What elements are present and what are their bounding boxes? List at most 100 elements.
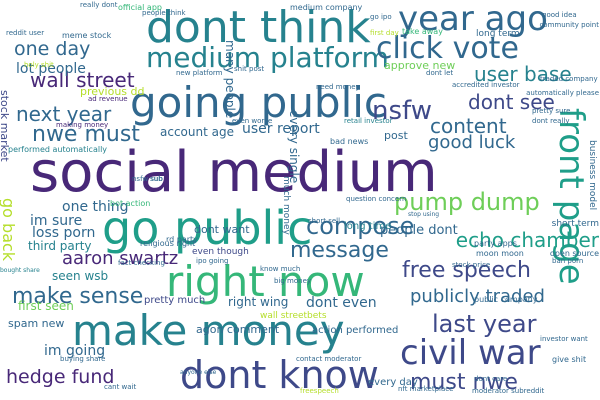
word: user base: [474, 62, 572, 86]
word: action performed: [312, 325, 399, 336]
word: post: [384, 129, 408, 142]
word: social medium: [30, 140, 438, 205]
word: long time: [344, 221, 392, 232]
word: dont want: [194, 223, 250, 236]
word: nwe must: [32, 122, 140, 147]
word: stock price: [452, 261, 491, 269]
word: know much: [260, 265, 301, 273]
word: nft marketplace: [398, 385, 454, 393]
word: civil war: [400, 333, 541, 373]
word: next year: [16, 102, 112, 126]
word: meme stock: [62, 31, 112, 40]
word: community point: [539, 21, 599, 29]
word: wall street: [30, 68, 135, 92]
word: religious right: [140, 239, 196, 248]
word: ipo going: [196, 257, 229, 265]
word: really dont: [80, 1, 118, 9]
word: dont see: [468, 90, 555, 114]
word: wall streetbets: [260, 311, 327, 321]
word: message: [290, 238, 389, 263]
word: third party: [28, 239, 92, 253]
word: every day: [368, 377, 418, 388]
word: short sell: [308, 217, 341, 225]
word: dont really: [532, 117, 570, 125]
word: party apps: [474, 239, 517, 248]
word: making money: [56, 121, 109, 129]
word: nsfw sub: [132, 175, 163, 183]
word: pretty much: [144, 295, 206, 306]
word: anyone else: [180, 369, 217, 376]
word: reddit user: [6, 29, 45, 37]
word: pretty sure: [532, 107, 571, 115]
word: must nwe: [410, 370, 518, 395]
word: click vote: [376, 31, 519, 66]
word: big money: [274, 277, 312, 285]
word: approve new: [384, 59, 456, 72]
word: accredited investor: [452, 81, 520, 89]
word: dont let: [426, 69, 454, 77]
word: good luck: [428, 132, 516, 153]
word: even though: [192, 247, 249, 257]
word: good idea: [542, 11, 577, 19]
word: loss porn: [32, 225, 96, 241]
word: user report: [242, 121, 320, 137]
word: stock market: [0, 90, 11, 162]
word: bought share: [0, 267, 40, 274]
word: lot people: [16, 61, 86, 77]
word: aaron swartz: [62, 248, 179, 269]
word: compose: [306, 212, 415, 240]
word: make money: [72, 306, 345, 355]
word: hedge fund: [6, 366, 115, 388]
word: bot action: [110, 199, 151, 208]
word: retail investor: [344, 117, 393, 125]
word: performed automatically: [8, 145, 108, 154]
word: fact checking: [118, 259, 165, 267]
word: dont even: [306, 295, 377, 311]
word: rd party: [166, 235, 198, 244]
word: dont know: [180, 353, 379, 397]
word: buying share: [60, 355, 106, 363]
word: year ago: [398, 0, 548, 39]
word: nsfw: [372, 96, 432, 126]
word: free speech: [402, 258, 531, 283]
word: medium company: [290, 3, 363, 12]
word: medium platform: [146, 41, 389, 74]
word: content: [430, 114, 507, 138]
word: many people: [223, 40, 237, 119]
word: business model: [587, 140, 597, 211]
word: question concern: [346, 195, 407, 203]
word: stop using: [408, 211, 440, 218]
word: last year: [432, 310, 537, 338]
word: previous dd: [80, 85, 145, 98]
word: freespeech: [300, 387, 339, 395]
word: automatically please: [526, 89, 599, 97]
word: one day: [14, 38, 91, 60]
word: bad news: [330, 137, 369, 146]
word: go public: [102, 201, 313, 255]
word: spam new: [8, 317, 65, 330]
word: right now: [166, 257, 365, 306]
word: agon comment: [196, 323, 280, 336]
word: shit post: [234, 65, 265, 73]
word: people think: [142, 9, 186, 17]
word: sub: [150, 175, 163, 183]
word: moon moon: [476, 249, 524, 258]
word: holy shit: [24, 61, 54, 69]
word: cant wait: [104, 383, 137, 391]
word: make sense: [12, 284, 144, 309]
word: go ipo: [370, 13, 392, 21]
word: investor want: [540, 335, 588, 343]
word: ad revenue: [88, 95, 128, 103]
word: publicly traded: [410, 286, 545, 307]
word: public company: [474, 295, 538, 304]
word: official app: [118, 3, 162, 12]
word: dont care: [474, 375, 508, 383]
word: traded company: [540, 75, 598, 83]
word: long term: [476, 29, 520, 39]
word: echo chamber: [455, 228, 599, 252]
word: first day: [370, 29, 399, 37]
word: one thing: [62, 199, 129, 215]
word: dont think: [146, 2, 371, 53]
word: go back: [0, 198, 18, 262]
